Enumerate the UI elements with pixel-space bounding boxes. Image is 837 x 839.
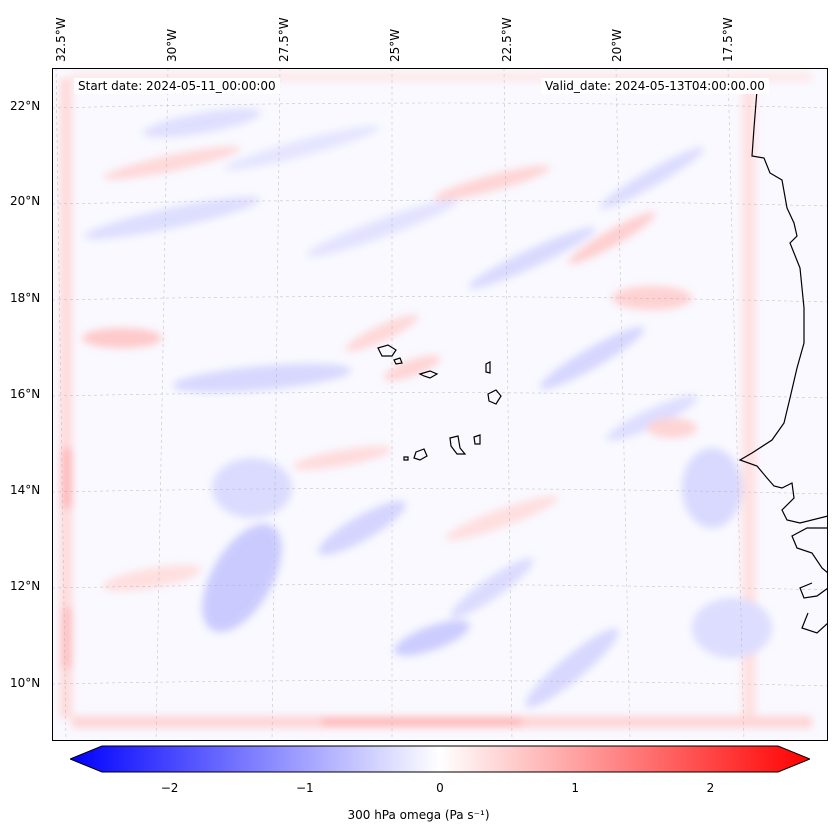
colorbar-tick-label: 1 [571,781,580,795]
map-frame [52,68,828,741]
island-brava [403,456,409,461]
lat-label-14n: 14°N [10,483,41,497]
gridlines [52,68,828,741]
island-sal [485,361,491,374]
colorbar-tick-label: −1 [295,781,314,795]
colorbar-title: 300 hPa omega (Pa s⁻¹) [0,808,837,822]
lon-label-25w: 25°W [388,28,402,62]
colorbar-tick-label: −2 [160,781,179,795]
colorbar-tick-label: 2 [706,781,715,795]
lat-label-20n: 20°N [10,194,41,208]
island-boa-vista [487,389,502,405]
colorbar-label: 300 hPa omega (Pa s⁻¹) [347,808,490,822]
lon-label-20w: 20°W [610,28,624,62]
colorbar-bar [70,745,810,773]
map-panel [52,68,828,741]
lat-label-16n: 16°N [10,387,41,401]
lat-label-18n: 18°N [10,291,41,305]
island-santiago [449,435,467,455]
lat-label-10n: 10°N [10,676,41,690]
island-santo-antao [377,344,397,357]
lon-label-30w: 30°W [165,28,179,62]
valid-date-label: Valid_date: 2024-05-13T04:00:00.00 [541,78,769,94]
omega-field [60,73,812,728]
lat-label-12n: 12°N [10,579,41,593]
island-maio [473,434,481,445]
island-sao-nicolau [418,370,439,379]
lat-label-22n: 22°N [10,99,41,113]
coastline [377,89,828,634]
start-date-label: Start date: 2024-05-11_00:00:00 [74,78,280,94]
island-fogo [413,448,428,461]
lon-label-27-5w: 27.5°W [277,17,291,62]
lon-label-22-5w: 22.5°W [500,17,514,62]
island-sao-vicente [393,357,403,365]
lon-label-32-5w: 32.5°W [54,17,68,62]
colorbar [70,745,810,773]
colorbar-tick-label: 0 [436,781,444,795]
lon-label-17-5w: 17.5°W [721,17,735,62]
